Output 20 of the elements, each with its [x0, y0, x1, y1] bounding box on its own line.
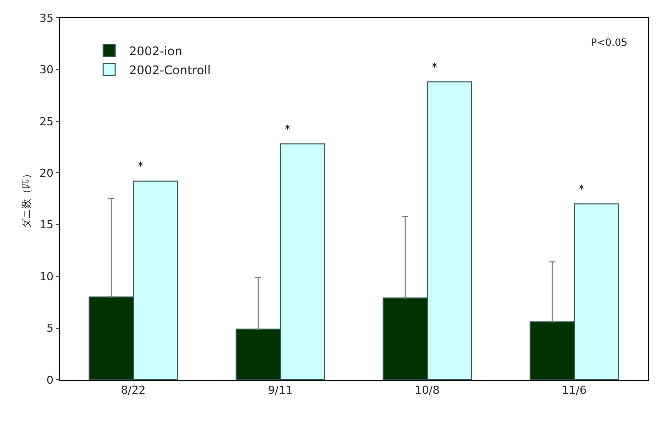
annotation: * — [138, 160, 144, 173]
x-tick-label: 8/22 — [121, 384, 146, 398]
y-tick-label: 5 — [46, 322, 54, 336]
x-tick-label: 10/8 — [415, 384, 440, 398]
legend-label: 2002-ion — [129, 44, 183, 58]
annotation: * — [432, 61, 438, 74]
legend-label: 2002-Controll — [129, 63, 211, 78]
y-tick-label: 0 — [46, 374, 54, 387]
y-tick-label: 25 — [40, 115, 54, 128]
annotation: P<0.05 — [591, 38, 628, 49]
y-axis-title: ダニ数（匹） — [21, 169, 33, 229]
y-tick-label: 15 — [40, 218, 54, 232]
y-tick-label: 35 — [40, 12, 54, 25]
y-tick-label: 30 — [40, 64, 54, 77]
y-tick-label: 20 — [40, 166, 54, 180]
annotation: * — [579, 183, 585, 196]
x-tick-label: 9/11 — [268, 384, 293, 398]
annotation: * — [285, 123, 291, 136]
x-tick-label: 11/6 — [562, 384, 587, 398]
y-tick-label: 10 — [40, 270, 54, 284]
